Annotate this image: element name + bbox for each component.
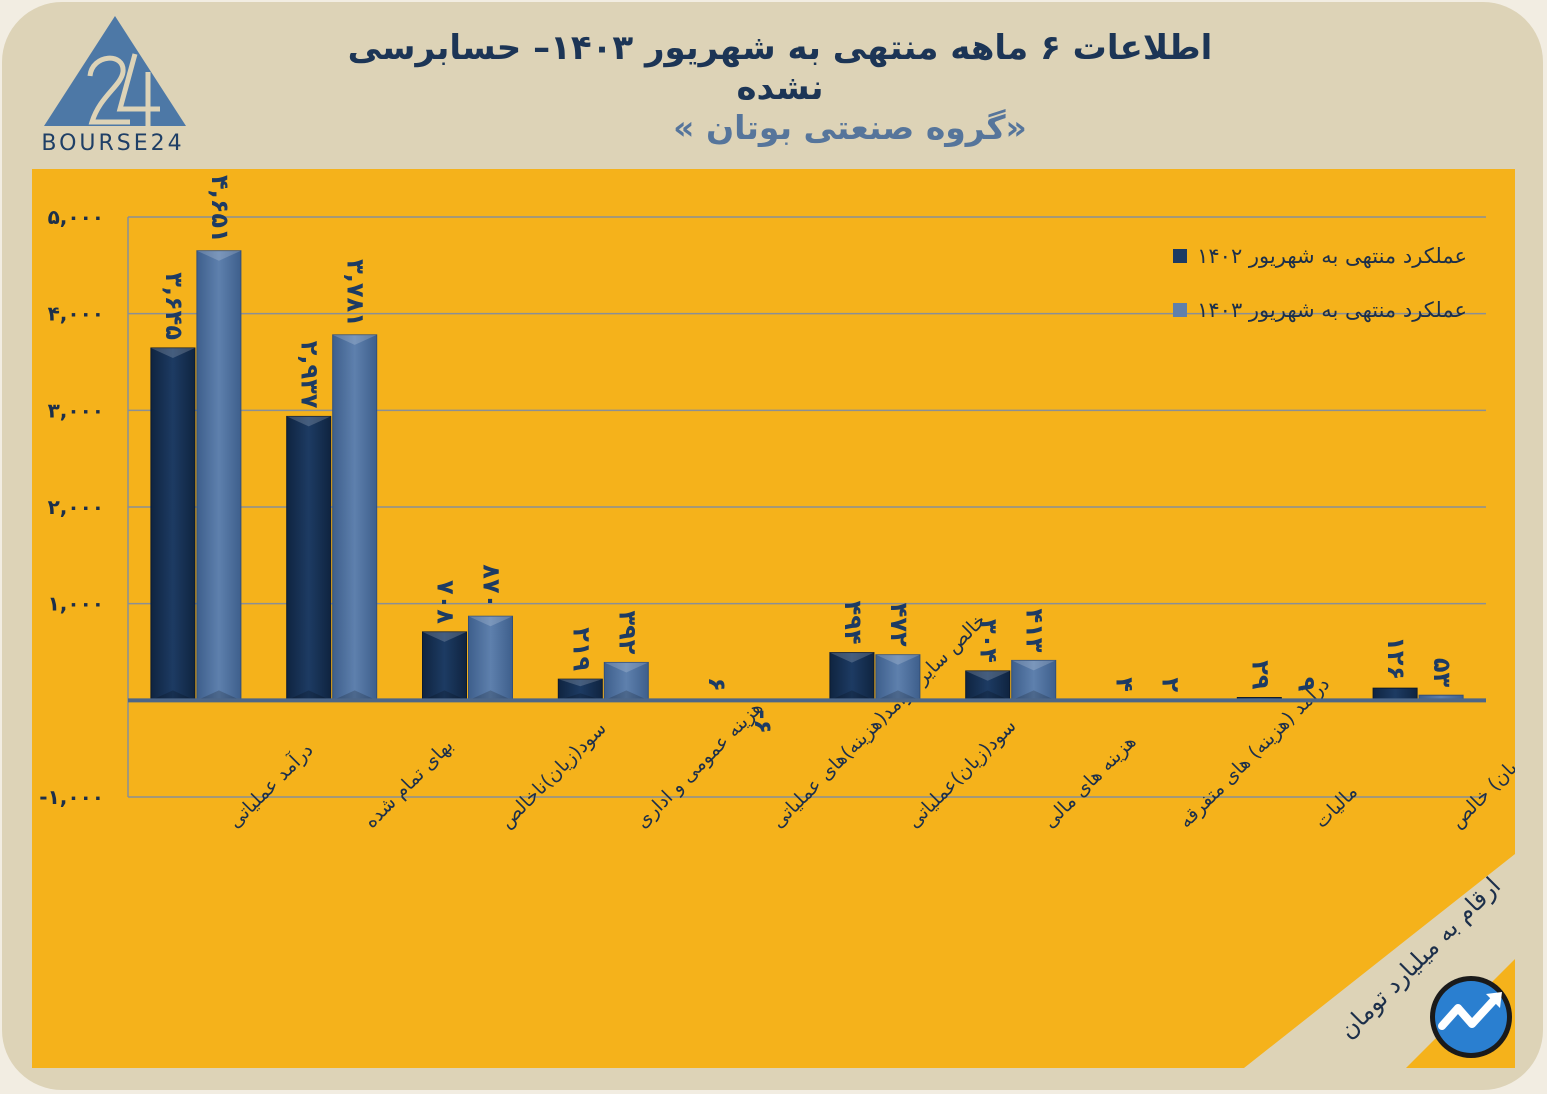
data-label: ۶ (703, 677, 731, 692)
data-label: ۴,۶۵۱ (206, 175, 234, 243)
bourse24-logo (44, 16, 186, 134)
legend-swatch-1402 (1173, 249, 1188, 263)
data-label: -۶ (749, 709, 777, 734)
bar-1403 (875, 654, 921, 701)
data-label: ۴۱۳ (1021, 608, 1049, 652)
category-label: درآمد عملیاتی (222, 738, 317, 833)
category-label: بهای تمام شده (360, 735, 458, 833)
logo-text: BOURSE24 (41, 131, 185, 156)
data-label: ۲,۹۳۷ (296, 341, 324, 409)
trend-badge-icon (1430, 976, 1512, 1058)
category-label: سود(زیان)عملیاتی (903, 715, 1021, 833)
data-label: ۵۳ (1428, 658, 1456, 688)
data-label: ۴ (1111, 677, 1139, 692)
data-label: ۳,۷۸۱ (342, 259, 370, 327)
data-label: ۴۷۲ (885, 603, 913, 647)
y-tick-label: ۵,۰۰۰ (48, 205, 104, 229)
data-label: ۲۹ (1246, 660, 1274, 690)
bar-1403 (1011, 659, 1057, 701)
category-label: سود(زیان)ناخالص (495, 717, 610, 832)
legend-label-1403: عملکرد منتهی به شهریور ۱۴۰۳ (1197, 298, 1467, 322)
chart-title: اطلاعات ۶ ماهه منتهی به شهریور ۱۴۰۳– حسا… (347, 28, 1213, 108)
bar-1402 (557, 678, 603, 701)
data-label: ۹ (1292, 677, 1320, 692)
bar-1402 (286, 415, 332, 701)
bar-1403 (468, 615, 513, 701)
data-label: ۳,۶۴۵ (160, 272, 188, 340)
y-tick-label: ۱,۰۰۰ (48, 592, 104, 616)
legend-item-1402: عملکرد منتهی به شهریور ۱۴۰۲ (1173, 243, 1467, 269)
category-label: هزینه های مالی (1039, 731, 1141, 833)
legend-swatch-1403 (1173, 303, 1188, 317)
data-label: ۷۰۸ (432, 580, 460, 624)
bar-1402 (422, 631, 467, 701)
category-label: مالیات (1310, 781, 1362, 833)
chart-subtitle: «گروه صنعتی بوتان » (673, 108, 1027, 147)
chart-panel: -۱,۰۰۰ ۱,۰۰۰ ۲,۰۰۰ ۳,۰۰۰ ۴,۰۰۰ ۵,۰۰۰ ۳,۶۴۵ ۴,۶۵… (32, 169, 1515, 1068)
category-label: درآمد (هزینه) های متفرقه (1173, 672, 1334, 833)
category-label: خالص سایر درامد(هزینه)های عملیاتی (767, 609, 990, 832)
data-label: ۳۰۴ (975, 619, 1003, 663)
legend-item-1403: عملکرد منتهی به شهریور ۱۴۰۳ (1173, 297, 1467, 323)
data-label: ۴۹۴ (839, 601, 867, 645)
bar-1402 (150, 347, 196, 701)
data-label: ۳۹۲ (613, 610, 641, 654)
y-tick-label: ۲,۰۰۰ (48, 495, 104, 519)
bar-1403 (332, 334, 378, 701)
legend-label-1402: عملکرد منتهی به شهریور ۱۴۰۲ (1197, 244, 1467, 268)
data-label: ۱۲۶ (1382, 636, 1410, 680)
bar-1403 (196, 250, 242, 701)
bar-1402 (965, 670, 1011, 701)
bar-1402 (829, 652, 875, 701)
bar-1403 (603, 661, 649, 701)
bar-chart: -۱,۰۰۰ ۱,۰۰۰ ۲,۰۰۰ ۳,۰۰۰ ۴,۰۰۰ ۵,۰۰۰ ۳,۶۴۵ ۴,۶۵… (39, 175, 1515, 1068)
category-label: هزینه عمومی و اداری (631, 697, 767, 833)
data-label: ۲ (1157, 677, 1185, 692)
y-tick-label: ۴,۰۰۰ (48, 302, 104, 326)
chart-legend: عملکرد منتهی به شهریور ۱۴۰۲ عملکرد منتهی… (1173, 243, 1467, 351)
y-tick-label: -۱,۰۰۰ (39, 785, 104, 809)
category-label: سود(زیان) خالص (1446, 721, 1515, 833)
y-tick-label: ۳,۰۰۰ (48, 398, 104, 422)
data-label: ۲۱۹ (567, 627, 595, 671)
data-label: ۸۷۰ (478, 564, 506, 608)
